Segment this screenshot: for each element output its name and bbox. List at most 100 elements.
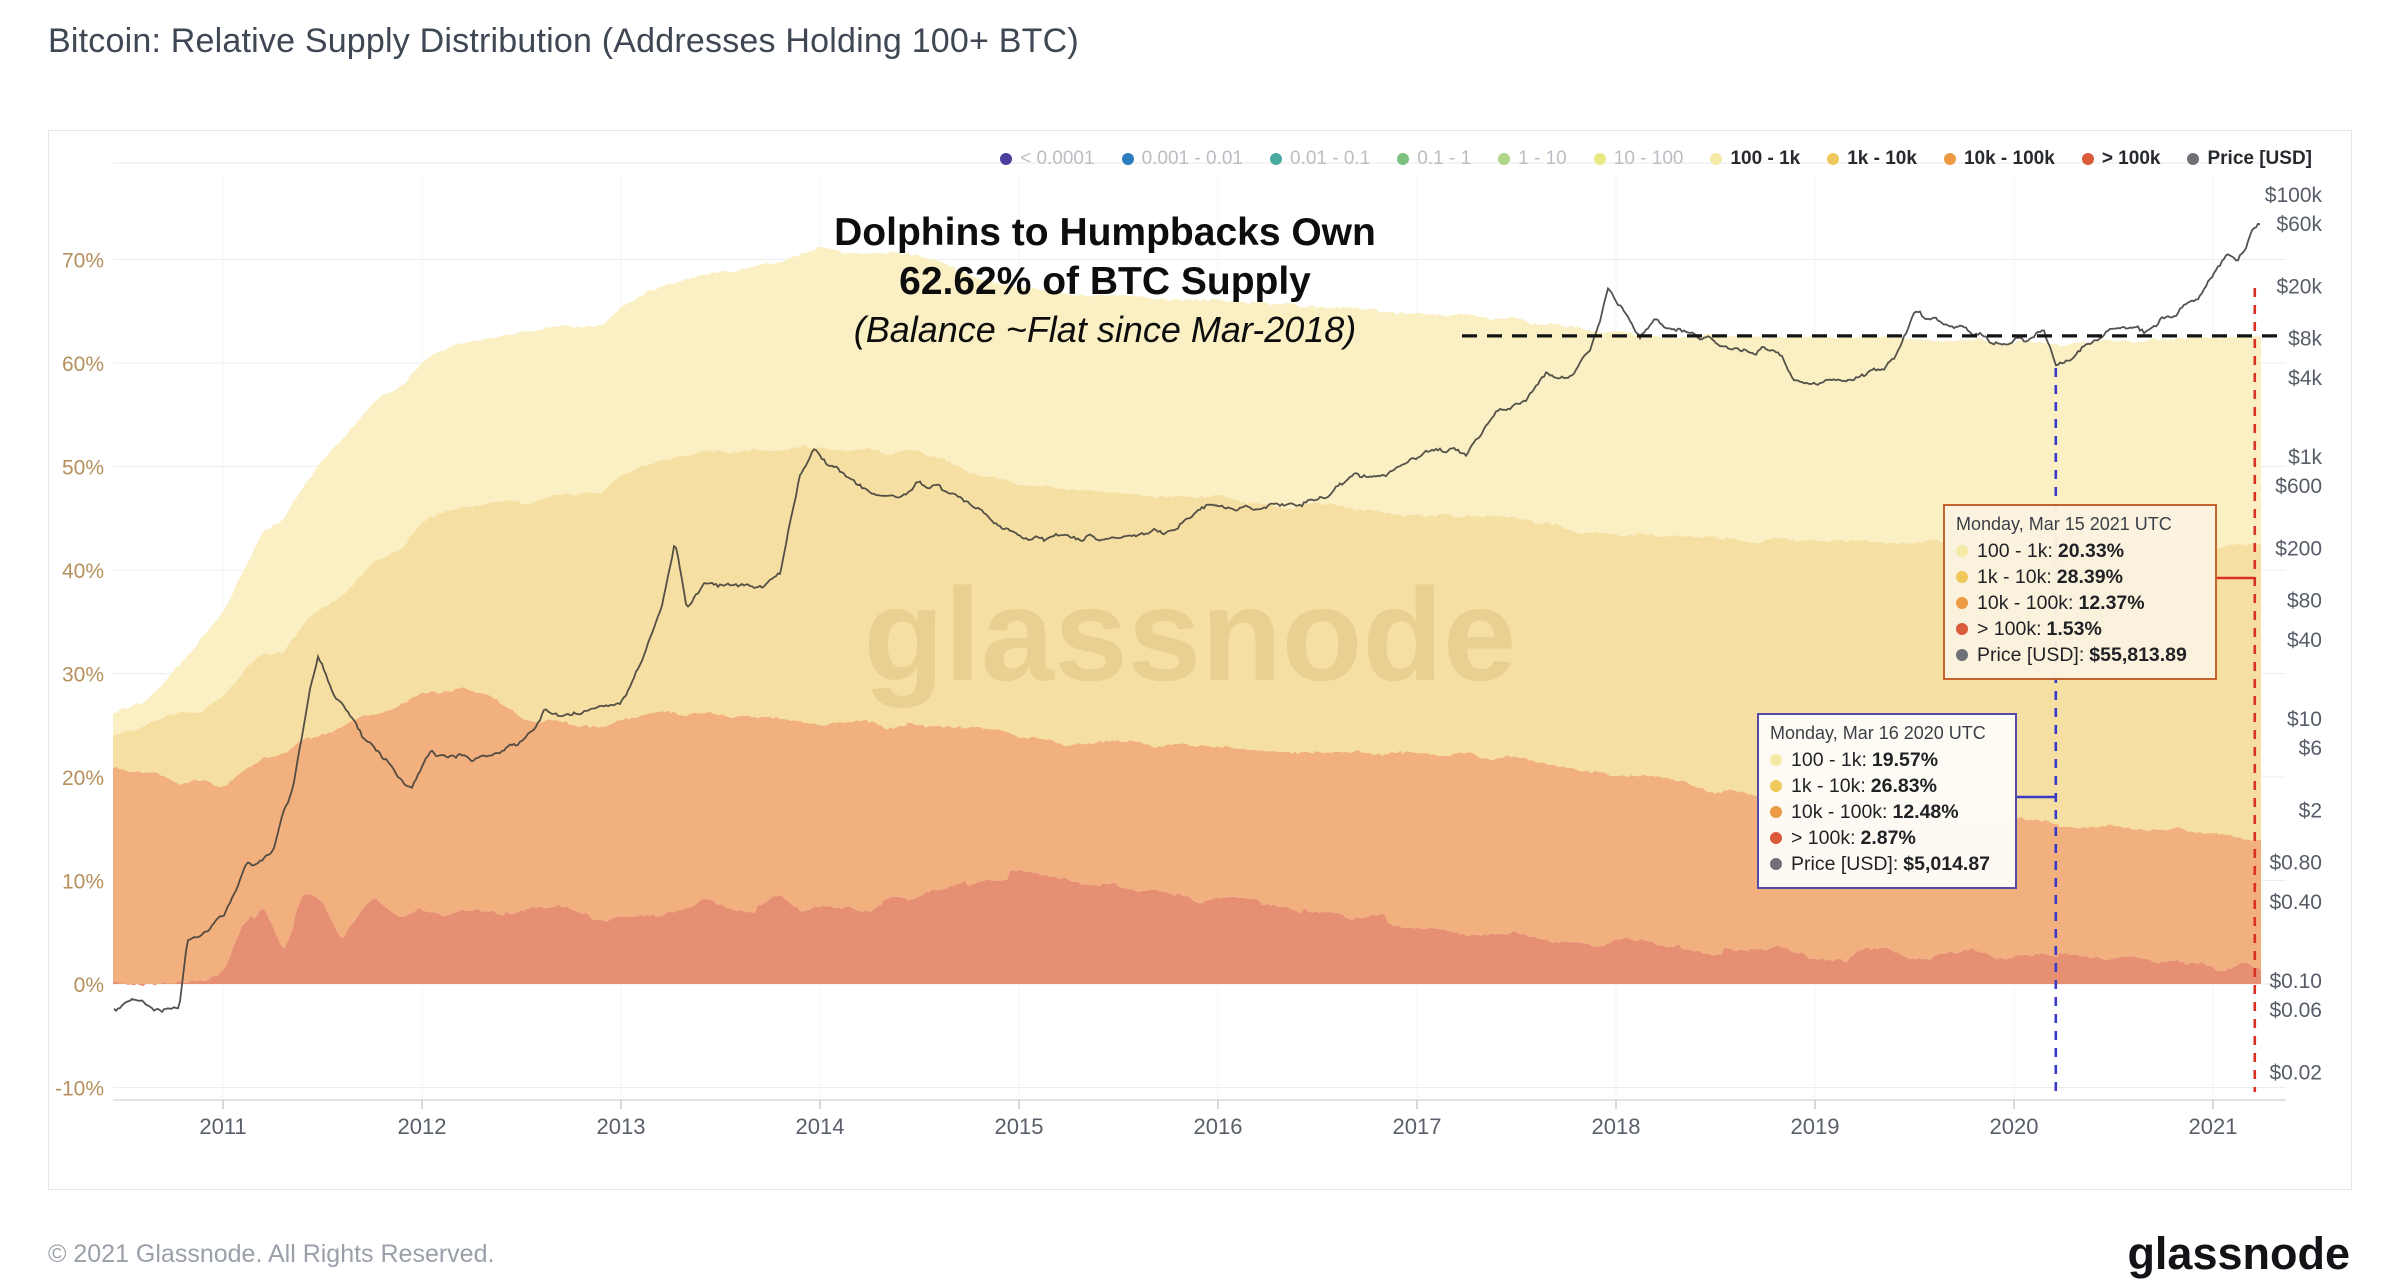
tooltip-series-value: 1.53% (2046, 618, 2102, 640)
y-left-tick-label: 40% (62, 560, 104, 583)
legend-dot-icon (1710, 153, 1723, 165)
legend-item-1k-10k[interactable]: 1k - 10k (1827, 148, 1917, 170)
legend-dot-icon (1827, 153, 1840, 165)
tooltip-series-label: Price [USD]: (1791, 853, 1899, 875)
page-title: Bitcoin: Relative Supply Distribution (A… (48, 22, 1079, 60)
legend-label: Price [USD] (2207, 148, 2312, 169)
y-right-tick-label: $1k (2288, 446, 2322, 469)
tooltip-series-value: 28.39% (2056, 566, 2123, 588)
y-right-tick-label: $8k (2288, 328, 2322, 351)
legend-label: < 0.0001 (1020, 148, 1095, 169)
legend-label: > 100k (2101, 148, 2161, 169)
y-right-tick-label: $80 (2287, 590, 2322, 613)
legend-dot-icon (1397, 153, 1410, 165)
y-right-tick-label: $6 (2299, 737, 2322, 760)
tooltip-row: 100 - 1k: 20.33% (1956, 538, 2202, 564)
tooltip-row: 1k - 10k: 26.83% (1770, 773, 2002, 799)
area-band--100k (113, 869, 2261, 987)
tooltip-row: 1k - 10k: 28.39% (1956, 564, 2202, 590)
tooltip-series-dot-icon (1956, 571, 1968, 583)
legend-item-10k-100k[interactable]: 10k - 100k (1943, 148, 2055, 170)
tooltip-row: 10k - 100k: 12.48% (1770, 799, 2002, 825)
legend-item-100-1k[interactable]: 100 - 1k (1710, 148, 1800, 170)
tooltip-series-dot-icon (1770, 754, 1782, 766)
tooltip-series-label: > 100k: (1791, 827, 1856, 849)
y-left-tick-label: 70% (62, 250, 104, 273)
tooltip-series-label: 10k - 100k: (1791, 801, 1888, 823)
tooltip-series-label: 10k - 100k: (1977, 592, 2074, 614)
footer-copyright: © 2021 Glassnode. All Rights Reserved. (48, 1240, 495, 1268)
x-tick-label: 2019 (1791, 1114, 1840, 1139)
tooltip-series-value: 12.37% (2078, 592, 2145, 614)
y-right-tick-label: $200 (2275, 538, 2322, 561)
legend-dot-icon (1000, 153, 1013, 165)
legend-item--0-0001[interactable]: < 0.0001 (1000, 148, 1095, 170)
legend-item--100k[interactable]: > 100k (2081, 148, 2161, 170)
area-band-100-1k (113, 246, 2261, 737)
x-tick-label: 2012 (398, 1114, 447, 1139)
annotation-line-1: Dolphins to Humpbacks Own (834, 211, 1376, 254)
legend-item-0-1-1[interactable]: 0.1 - 1 (1397, 148, 1471, 170)
x-tick-label: 2011 (199, 1114, 246, 1139)
legend-label: 10 - 100 (1613, 148, 1684, 169)
stacked-area-bands (113, 246, 2261, 987)
x-tick-label: 2021 (2189, 1114, 2238, 1139)
legend-label: 0.1 - 1 (1417, 148, 1472, 169)
legend-item-10-100[interactable]: 10 - 100 (1593, 148, 1684, 170)
x-tick-label: 2014 (796, 1114, 845, 1139)
tooltip-row: 10k - 100k: 12.37% (1956, 590, 2202, 616)
y-left-tick-label: 30% (62, 664, 104, 687)
tooltip-series-value: $5,014.87 (1903, 853, 1991, 875)
legend-label: 100 - 1k (1730, 148, 1801, 169)
glassnode-watermark: glassnode (864, 561, 1517, 708)
x-tick-label: 2020 (1990, 1114, 2039, 1139)
tooltip-mar-2020: Monday, Mar 16 2020 UTC 100 - 1k: 19.57% 1k… (1757, 713, 2017, 889)
tooltip-series-label: > 100k: (1977, 618, 2042, 640)
y-left-tick-label: 0% (74, 974, 104, 997)
legend-dot-icon (2187, 153, 2200, 165)
y-right-tick-label: $0.10 (2269, 970, 2322, 993)
y-right-tick-label: $60k (2276, 213, 2322, 236)
chart-annotation: Dolphins to Humpbacks Own 62.62% of BTC … (700, 208, 1510, 353)
y-left-tick-label: 60% (62, 353, 104, 376)
tooltip-date: Monday, Mar 16 2020 UTC (1770, 723, 1986, 743)
legend-label: 0.01 - 0.1 (1290, 148, 1371, 169)
y-right-tick-label: $4k (2288, 367, 2322, 390)
y-left-tick-label: 20% (62, 767, 104, 790)
y-left-tick-label: 50% (62, 457, 104, 480)
tooltip-mar-2021: Monday, Mar 15 2021 UTC 100 - 1k: 20.33% 1k… (1943, 504, 2217, 680)
tooltip-series-dot-icon (1770, 806, 1782, 818)
chart-legend: < 0.0001 0.001 - 0.01 0.01 - 0.1 0.1 - 1 1 -… (973, 148, 2312, 170)
tooltip-series-value: 26.83% (1870, 775, 1937, 797)
annotation-line-3: (Balance ~Flat since Mar-2018) (853, 309, 1357, 350)
price-line (113, 222, 2261, 1014)
legend-item-price-usd-[interactable]: Price [USD] (2187, 148, 2312, 170)
y-right-tick-label: $0.80 (2269, 852, 2322, 875)
tooltip-series-dot-icon (1956, 623, 1968, 635)
legend-item-1-10[interactable]: 1 - 10 (1498, 148, 1567, 170)
x-tick-label: 2015 (995, 1114, 1044, 1139)
legend-dot-icon (1593, 153, 1606, 165)
legend-dot-icon (2081, 153, 2094, 165)
area-band-1k-10k (113, 445, 2261, 841)
legend-item-0-001-0-01[interactable]: 0.001 - 0.01 (1121, 148, 1243, 170)
y-right-tick-label: $20k (2276, 276, 2322, 299)
y-right-tick-label: $10 (2287, 708, 2322, 731)
tooltip-series-label: 1k - 10k: (1977, 566, 2052, 588)
tooltip-series-label: Price [USD]: (1977, 644, 2085, 666)
tooltip-series-dot-icon (1770, 780, 1782, 792)
x-tick-label: 2013 (597, 1114, 646, 1139)
y-right-tick-label: $100k (2265, 184, 2323, 207)
y-right-tick-label: $0.40 (2269, 891, 2322, 914)
legend-item-0-01-0-1[interactable]: 0.01 - 0.1 (1270, 148, 1370, 170)
tooltip-series-label: 100 - 1k: (1977, 540, 2053, 562)
x-tick-label: 2016 (1194, 1114, 1243, 1139)
tooltip-row: > 100k: 1.53% (1956, 616, 2202, 642)
tooltip-series-dot-icon (1956, 545, 1968, 557)
y-left-tick-label: -10% (55, 1078, 104, 1101)
x-tick-label: 2017 (1393, 1114, 1442, 1139)
y-right-tick-label: $0.02 (2269, 1062, 2322, 1085)
y-right-tick-label: $2 (2299, 800, 2322, 823)
